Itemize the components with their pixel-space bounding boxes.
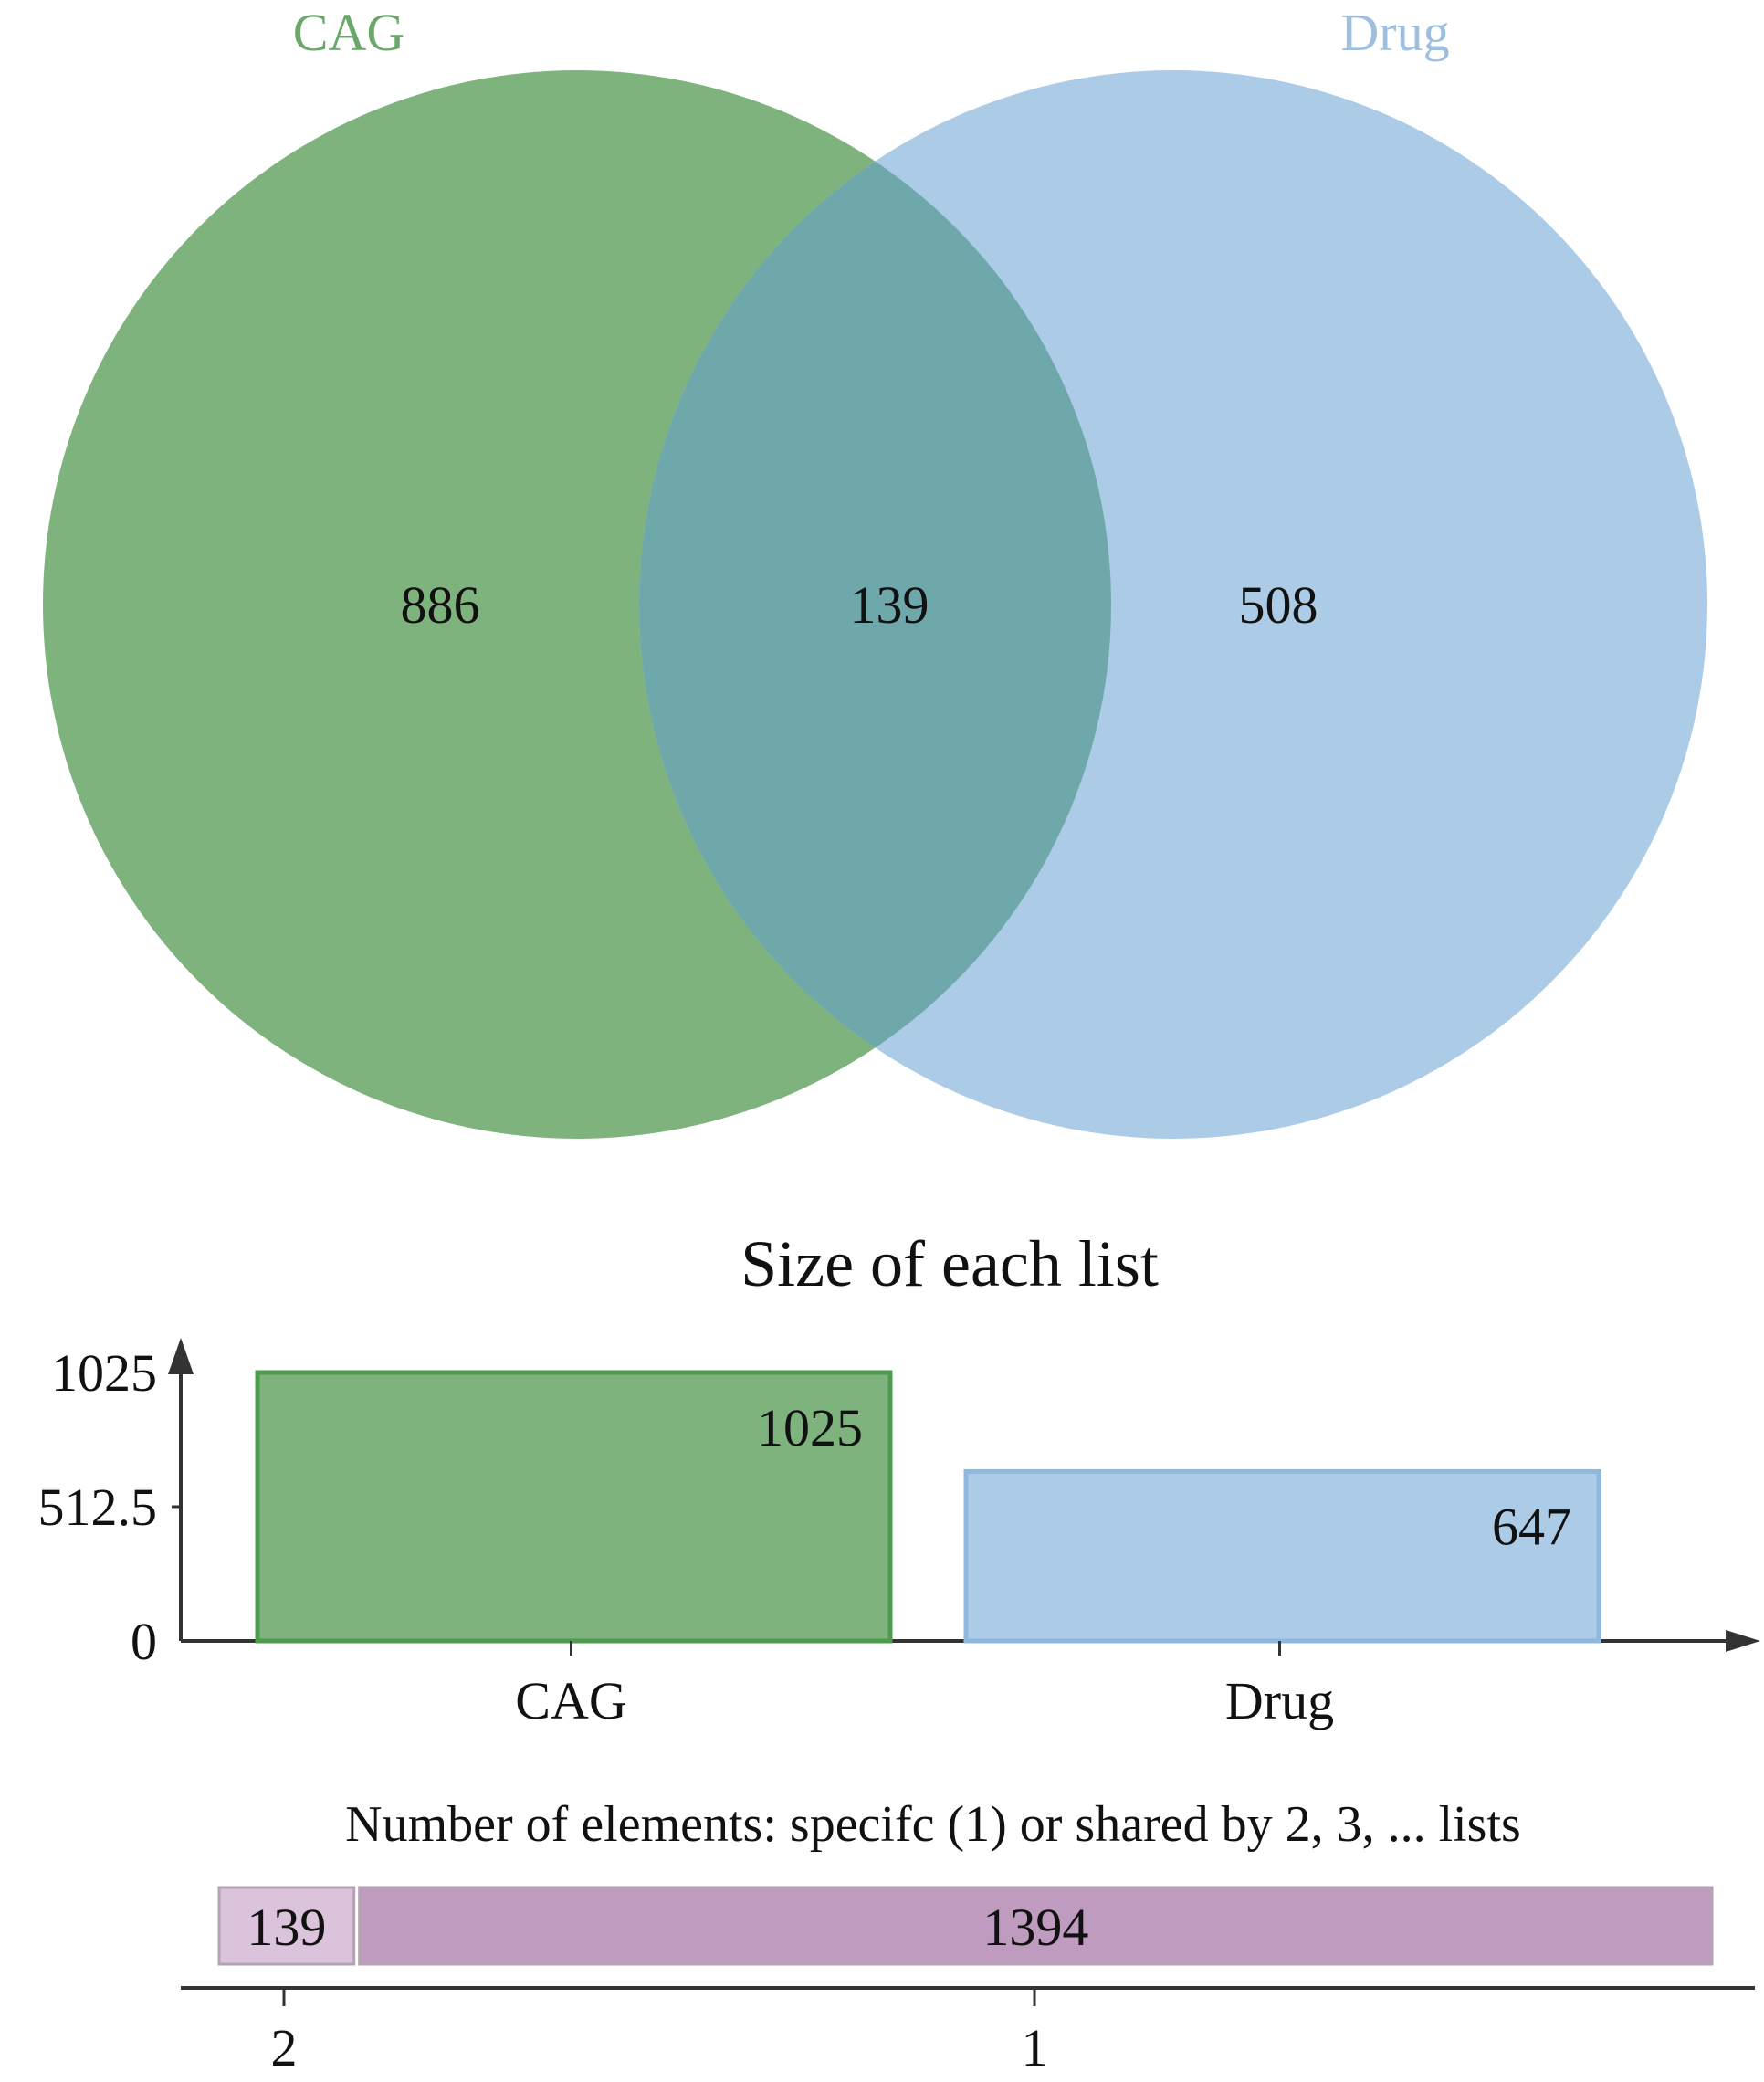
- shared-bar-segment-1: [358, 1886, 1714, 1966]
- size-bar-chart: Size of each list 0 512.5 1025 1025 CAG 647 D…: [38, 1227, 1760, 1730]
- size-bar-drug: [963, 1468, 1601, 1644]
- shared-bar-value-label: 1394: [982, 1898, 1088, 1957]
- x-category-label: Drug: [1225, 1671, 1334, 1730]
- venn-count-cag-only: 886: [401, 575, 480, 635]
- size-chart-title: Size of each list: [740, 1227, 1159, 1300]
- venn-overlap-region: [638, 161, 1112, 1048]
- y-tick-label: 512.5: [38, 1477, 158, 1537]
- shared-elements-chart: Number of elements: specifc (1) or share…: [181, 1796, 1755, 2077]
- y-tick-label: 0: [131, 1612, 157, 1671]
- y-axis-arrow: [168, 1338, 194, 1374]
- y-ticks: 0 512.5 1025: [38, 1343, 181, 1671]
- size-bar-value-label: 1025: [757, 1398, 863, 1457]
- x-category-label: CAG: [515, 1671, 626, 1730]
- venn-count-drug-only: 508: [1239, 575, 1318, 635]
- shared-bar-value-label: 139: [247, 1898, 326, 1957]
- shared-chart-title: Number of elements: specifc (1) or share…: [345, 1796, 1521, 1853]
- y-tick-label: 1025: [51, 1343, 157, 1403]
- shared-category-label: 1: [1022, 2018, 1048, 2077]
- size-bar-value-label: 647: [1492, 1497, 1571, 1556]
- shared-bar-segment-2: [217, 1886, 356, 1966]
- x-axis-arrow: [1726, 1630, 1760, 1652]
- shared-category-label: 2: [271, 2018, 298, 2077]
- venn-count-intersection: 139: [850, 575, 929, 635]
- venn-label-drug: Drug: [1340, 3, 1449, 62]
- venn-label-cag: CAG: [293, 3, 404, 62]
- shared-bars: 139 2 1394 1: [217, 1886, 1714, 2077]
- venn-diagram: CAG Drug 886 139 508: [43, 3, 1707, 1139]
- size-bar-cag: [255, 1370, 893, 1644]
- size-bars: 1025 CAG 647 Drug: [255, 1370, 1601, 1730]
